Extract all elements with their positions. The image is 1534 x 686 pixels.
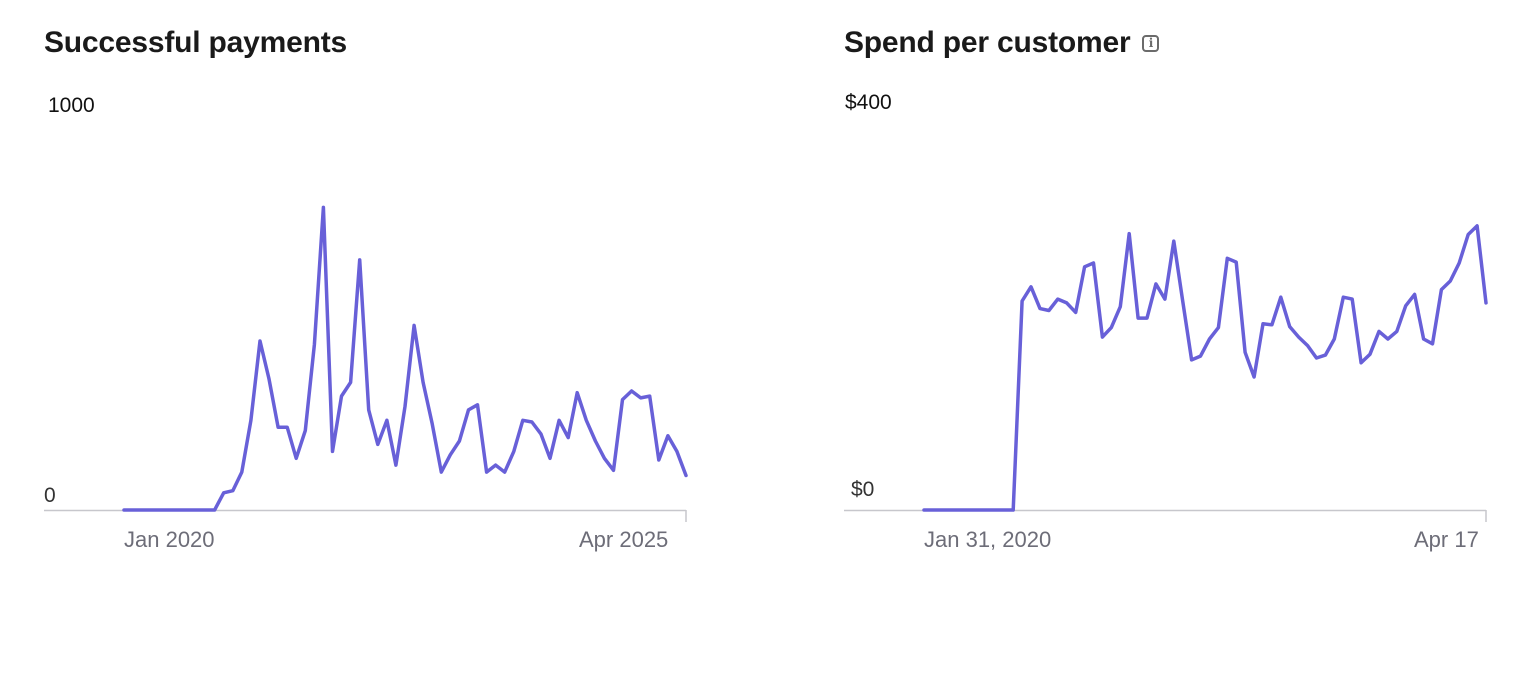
successful-payments-chart: Successful payments 1000 0 Jan 2020 Apr … [0,0,760,686]
payments-x-tick-end: Apr 2025 [579,527,669,552]
spend-per-customer-heading: Spend per customer i [844,26,1160,60]
spend-y-min-label: $0 [851,478,875,501]
spend-series-line [922,224,1488,512]
payments-plot[interactable] [0,0,760,560]
spend-per-customer-title: Spend per customer [844,26,1131,59]
payments-y-max-label: 1000 [48,94,95,117]
successful-payments-title: Successful payments [44,26,347,59]
spend-per-customer-chart: Spend per customer i $400 $0 Jan 31, 202… [800,0,1534,686]
spend-x-tick-start: Jan 31, 2020 [924,527,1052,552]
payments-series-line [122,205,688,512]
spend-plot[interactable] [800,0,1534,560]
payments-x-tick-start: Jan 2020 [124,527,215,552]
spend-y-max-label: $400 [845,91,892,114]
payments-y-min-label: 0 [44,484,56,507]
spend-x-tick-end: Apr 17 [1414,527,1479,552]
info-icon[interactable]: i [1142,34,1160,52]
